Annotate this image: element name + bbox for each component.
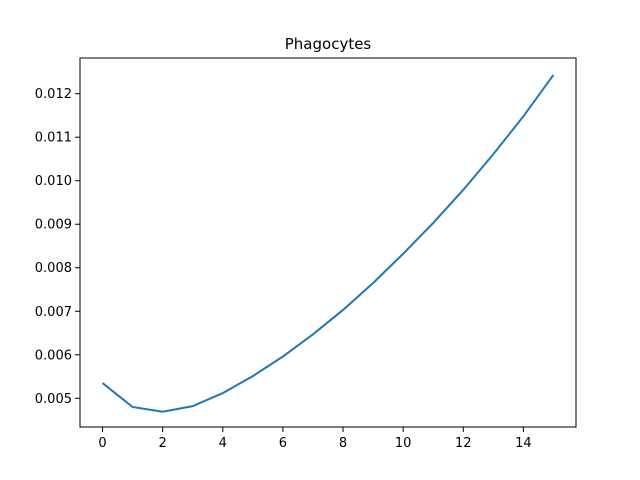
- x-tick-label: 6: [279, 436, 287, 451]
- x-tick-label: 0: [98, 436, 106, 451]
- x-tick-label: 8: [339, 436, 347, 451]
- y-tick-label: 0.007: [35, 305, 72, 320]
- y-tick-label: 0.012: [35, 87, 72, 102]
- y-tick-label: 0.006: [35, 348, 72, 363]
- y-tick-label: 0.011: [35, 131, 72, 146]
- x-tick-label: 12: [455, 436, 472, 451]
- y-tick-label: 0.005: [35, 392, 72, 407]
- y-tick-label: 0.008: [35, 261, 72, 276]
- y-axis-ticks: 0.005 0.006 0.007 0.008 0.009 0.010 0.011 0.012: [35, 87, 80, 407]
- x-axis-ticks: 0 2 4 6 8 10 12 14: [98, 427, 532, 451]
- x-tick-label: 10: [395, 436, 412, 451]
- x-tick-label: 2: [159, 436, 167, 451]
- x-tick-label: 4: [219, 436, 227, 451]
- x-tick-label: 14: [515, 436, 532, 451]
- y-tick-label: 0.010: [35, 174, 72, 189]
- y-tick-label: 0.009: [35, 218, 72, 233]
- chart-title: Phagocytes: [285, 35, 372, 53]
- phagocytes-series-line: [101, 74, 555, 413]
- plot-frame: [79, 57, 577, 428]
